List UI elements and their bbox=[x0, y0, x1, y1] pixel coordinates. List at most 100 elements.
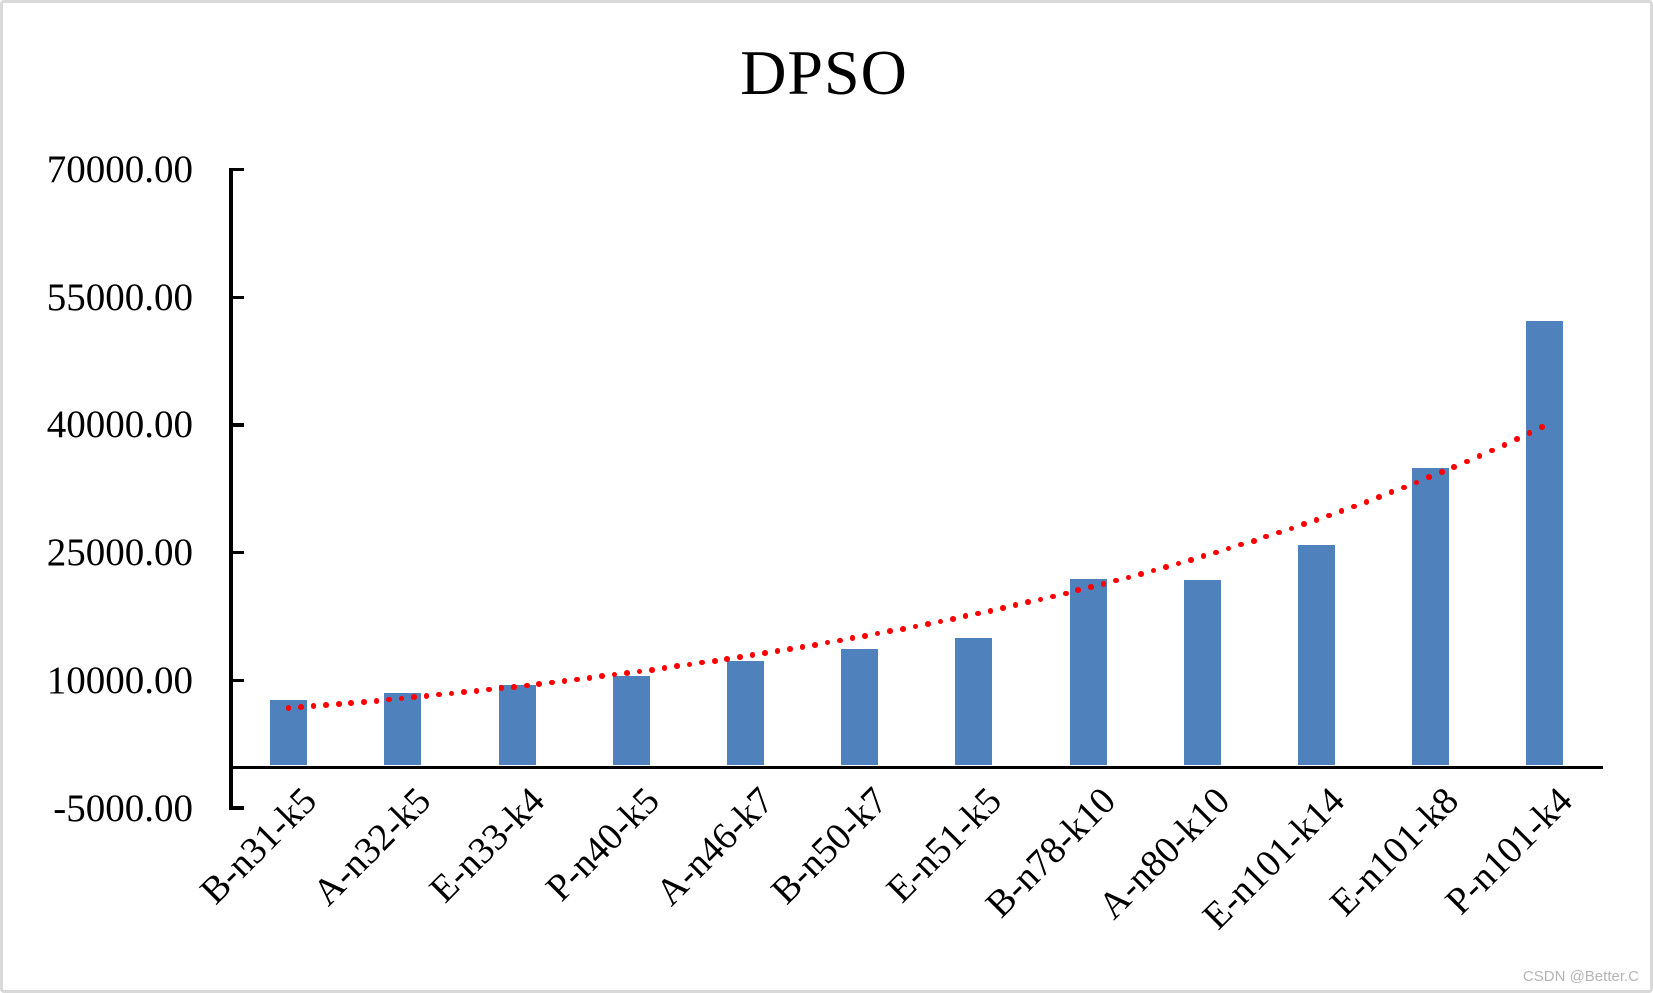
trendline-dot bbox=[787, 646, 793, 652]
trendline-dot bbox=[549, 679, 555, 686]
trendline-dot bbox=[1526, 430, 1533, 436]
trendline-dot bbox=[310, 703, 317, 709]
trendline-dot bbox=[1426, 474, 1432, 481]
trendline-dot bbox=[1539, 424, 1545, 431]
y-axis-label: 55000.00 bbox=[46, 275, 193, 319]
bar bbox=[384, 693, 422, 766]
trendline-dot bbox=[1238, 541, 1244, 548]
trendline-dot bbox=[386, 696, 392, 703]
y-axis-tick bbox=[232, 295, 245, 299]
trendline-dot bbox=[1514, 436, 1520, 442]
trendline-dot bbox=[624, 670, 630, 676]
bar bbox=[726, 660, 764, 766]
trendline-dot bbox=[1250, 537, 1257, 544]
trendline-dot bbox=[461, 689, 467, 695]
trendline-dot bbox=[361, 699, 367, 705]
trendline-dot bbox=[762, 650, 768, 656]
trendline-dot bbox=[774, 648, 781, 654]
trendline-dot bbox=[711, 658, 718, 664]
x-axis-line bbox=[229, 765, 1603, 769]
trendline-dot bbox=[824, 639, 831, 646]
trendline-dot bbox=[1025, 599, 1031, 606]
trendline-dot bbox=[699, 659, 706, 666]
trendline-dot bbox=[1188, 557, 1194, 563]
trendline-dot bbox=[523, 682, 530, 689]
trendline-dot bbox=[411, 694, 417, 700]
trendline-dot bbox=[749, 652, 756, 658]
trendline-dot bbox=[1463, 458, 1470, 465]
y-axis-label: 10000.00 bbox=[46, 658, 193, 702]
trendline-dot bbox=[285, 705, 292, 712]
trendline-dot bbox=[1413, 479, 1420, 486]
y-axis-label: 40000.00 bbox=[46, 403, 193, 447]
trendline-dot bbox=[348, 700, 355, 706]
trendline-dot bbox=[849, 635, 856, 641]
trendline-dot bbox=[724, 656, 731, 662]
bar bbox=[841, 649, 879, 766]
trendline-dot bbox=[937, 618, 944, 625]
trendline-dot bbox=[473, 688, 480, 694]
trendline-dot bbox=[1363, 498, 1370, 505]
trendline-dot bbox=[962, 613, 969, 619]
bar bbox=[498, 685, 536, 766]
trendline-dot bbox=[373, 697, 380, 704]
trendline-dot bbox=[1225, 545, 1232, 552]
trendline-dot bbox=[1388, 489, 1395, 495]
trendline-dot bbox=[1113, 577, 1119, 584]
y-axis-tick bbox=[232, 806, 245, 810]
bar bbox=[612, 675, 650, 766]
y-axis-label: 70000.00 bbox=[46, 148, 193, 192]
trendline-dot bbox=[498, 685, 505, 691]
trendline-dot bbox=[1163, 564, 1169, 570]
trendline-dot bbox=[1313, 517, 1320, 523]
trendline-dot bbox=[1288, 525, 1295, 532]
trendline-dot bbox=[1050, 593, 1056, 600]
trendline-dot bbox=[1150, 567, 1157, 574]
trendline-dot bbox=[1075, 587, 1082, 594]
trendline-dot bbox=[1476, 453, 1483, 459]
trendline-dot bbox=[1326, 512, 1332, 519]
trendline-dot bbox=[1062, 590, 1069, 597]
trendline-dot bbox=[925, 621, 931, 627]
trendline-dot bbox=[799, 644, 806, 650]
x-axis-label: A-n46-k7 bbox=[647, 779, 782, 914]
trendline-dot bbox=[1351, 503, 1357, 510]
trendline-dot bbox=[1000, 605, 1006, 611]
bar bbox=[1183, 579, 1221, 766]
trendline-dot bbox=[436, 691, 442, 698]
trendline-dot bbox=[837, 637, 843, 644]
bar bbox=[1526, 321, 1564, 766]
trendline-dot bbox=[862, 633, 868, 639]
trendline-dot bbox=[323, 702, 329, 708]
y-axis-label: -5000.00 bbox=[53, 786, 193, 830]
bar bbox=[1412, 468, 1450, 766]
trendline-dot bbox=[1175, 560, 1182, 567]
trendline-dot bbox=[1263, 533, 1270, 540]
trendline-dot bbox=[874, 630, 881, 637]
trendline-dot bbox=[636, 668, 643, 675]
trendline-dot bbox=[398, 695, 405, 702]
trendline-dot bbox=[574, 676, 580, 683]
trendline-dot bbox=[298, 704, 304, 711]
y-axis-tick bbox=[232, 167, 245, 172]
trendline-dot bbox=[975, 610, 981, 617]
trendline-dot bbox=[536, 681, 543, 687]
trendline-dot bbox=[812, 642, 818, 648]
trendline-dot bbox=[950, 615, 956, 622]
trendline-dot bbox=[586, 675, 593, 681]
trendline-dot bbox=[1012, 602, 1019, 608]
trendline-dot bbox=[1275, 529, 1282, 536]
trendline-dot bbox=[1100, 581, 1107, 587]
y-axis-tick bbox=[232, 423, 245, 427]
trendline-dot bbox=[887, 628, 894, 635]
trendline-dot bbox=[1200, 553, 1207, 559]
trendline-dot bbox=[686, 661, 693, 668]
trendline-dot bbox=[1301, 521, 1307, 527]
trendline-dot bbox=[1438, 469, 1445, 475]
trendline-dot bbox=[599, 673, 605, 680]
trendline-dot bbox=[1376, 494, 1382, 500]
trendline-dot bbox=[1451, 464, 1458, 470]
y-axis-tick bbox=[232, 678, 245, 683]
trendline-dot bbox=[1489, 447, 1495, 454]
